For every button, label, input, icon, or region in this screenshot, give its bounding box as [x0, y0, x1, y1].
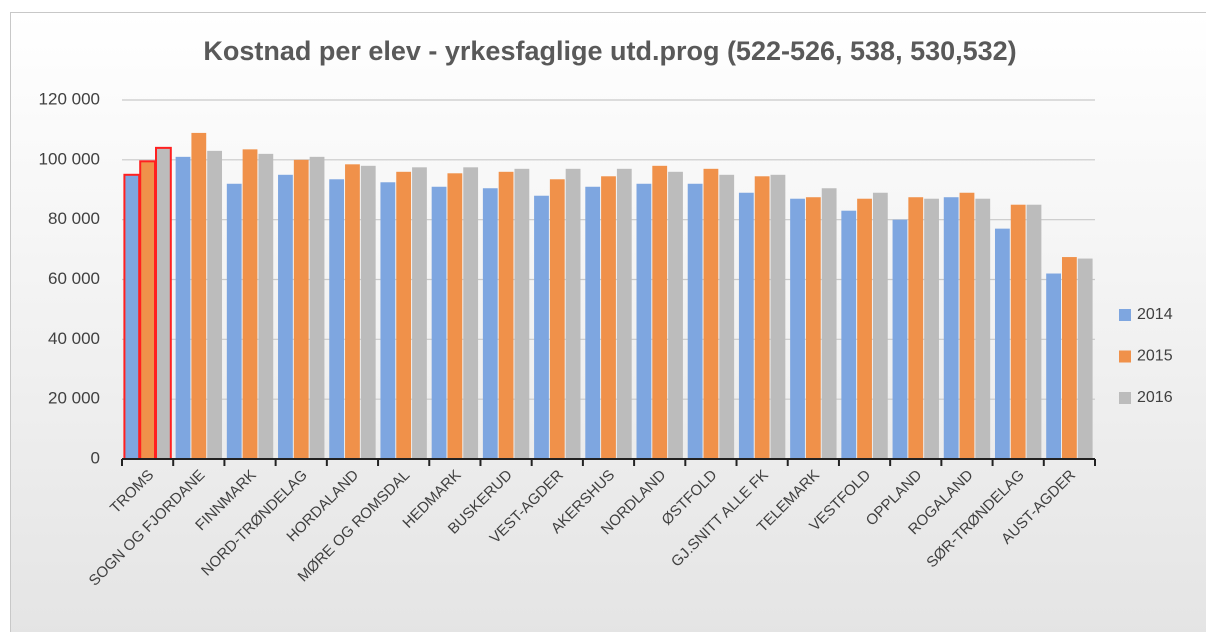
- bar: [139, 160, 157, 460]
- bar: [585, 186, 601, 459]
- bar: [943, 197, 959, 459]
- bar: [360, 165, 376, 460]
- bar: [805, 197, 821, 459]
- bar: [601, 176, 616, 459]
- bar: [636, 183, 652, 459]
- bar: [754, 176, 770, 459]
- bar: [652, 165, 668, 460]
- bar: [565, 168, 581, 459]
- bar: [1077, 258, 1093, 459]
- bar: [514, 168, 530, 459]
- bar: [431, 186, 447, 459]
- bar: [463, 167, 479, 459]
- bar: [703, 168, 719, 459]
- bar: [549, 179, 565, 459]
- bar: [396, 171, 412, 460]
- bar: [770, 174, 786, 459]
- bar: [892, 219, 908, 459]
- legend-label: 2015: [1137, 348, 1173, 365]
- legend-swatch: [1119, 392, 1131, 404]
- bar: [959, 192, 975, 459]
- bar: [857, 198, 872, 459]
- bar: [534, 195, 549, 459]
- legend-swatch: [1119, 350, 1131, 363]
- bar: [1010, 204, 1026, 459]
- bar: [278, 174, 293, 459]
- bar: [345, 164, 360, 459]
- bar: [191, 132, 207, 460]
- bar: [207, 150, 223, 459]
- bar: [719, 174, 735, 459]
- bar: [412, 167, 427, 459]
- bar: [1046, 273, 1061, 459]
- bar: [908, 197, 924, 459]
- bar: [924, 198, 939, 459]
- bar: [155, 146, 172, 460]
- bar: [994, 228, 1010, 459]
- legend-label: 2014: [1137, 306, 1173, 323]
- y-tick-label: 0: [91, 448, 100, 467]
- bar: [872, 192, 888, 459]
- bar: [687, 183, 703, 459]
- y-tick-label: 20 000: [48, 389, 100, 408]
- chart-title: Kostnad per elev - yrkesfaglige utd.prog…: [203, 36, 1016, 66]
- bar: [329, 179, 345, 459]
- bar: [226, 183, 242, 459]
- bar: [482, 188, 498, 460]
- bar: [821, 188, 837, 460]
- bar: [841, 210, 857, 459]
- bar: [258, 153, 274, 459]
- bar: [293, 159, 309, 460]
- bar: [175, 156, 191, 459]
- bar: [380, 182, 396, 460]
- y-tick-label: 100 000: [39, 149, 100, 168]
- y-tick-label: 80 000: [48, 209, 100, 228]
- bar: [1061, 257, 1077, 459]
- bar: [668, 171, 683, 460]
- bar: [123, 173, 141, 461]
- y-tick-label: 60 000: [48, 269, 100, 288]
- bar: [309, 156, 325, 459]
- bar: [738, 192, 754, 459]
- y-tick-label: 120 000: [39, 89, 100, 108]
- y-tick-label: 40 000: [48, 329, 100, 348]
- bar: [790, 198, 805, 459]
- bar: [447, 173, 463, 459]
- legend-swatch: [1119, 309, 1131, 321]
- legend-label: 2016: [1137, 389, 1173, 406]
- bar: [242, 149, 258, 460]
- bar: [975, 198, 991, 459]
- bar: [1026, 204, 1042, 459]
- bar: [616, 168, 632, 459]
- bar: [498, 171, 514, 460]
